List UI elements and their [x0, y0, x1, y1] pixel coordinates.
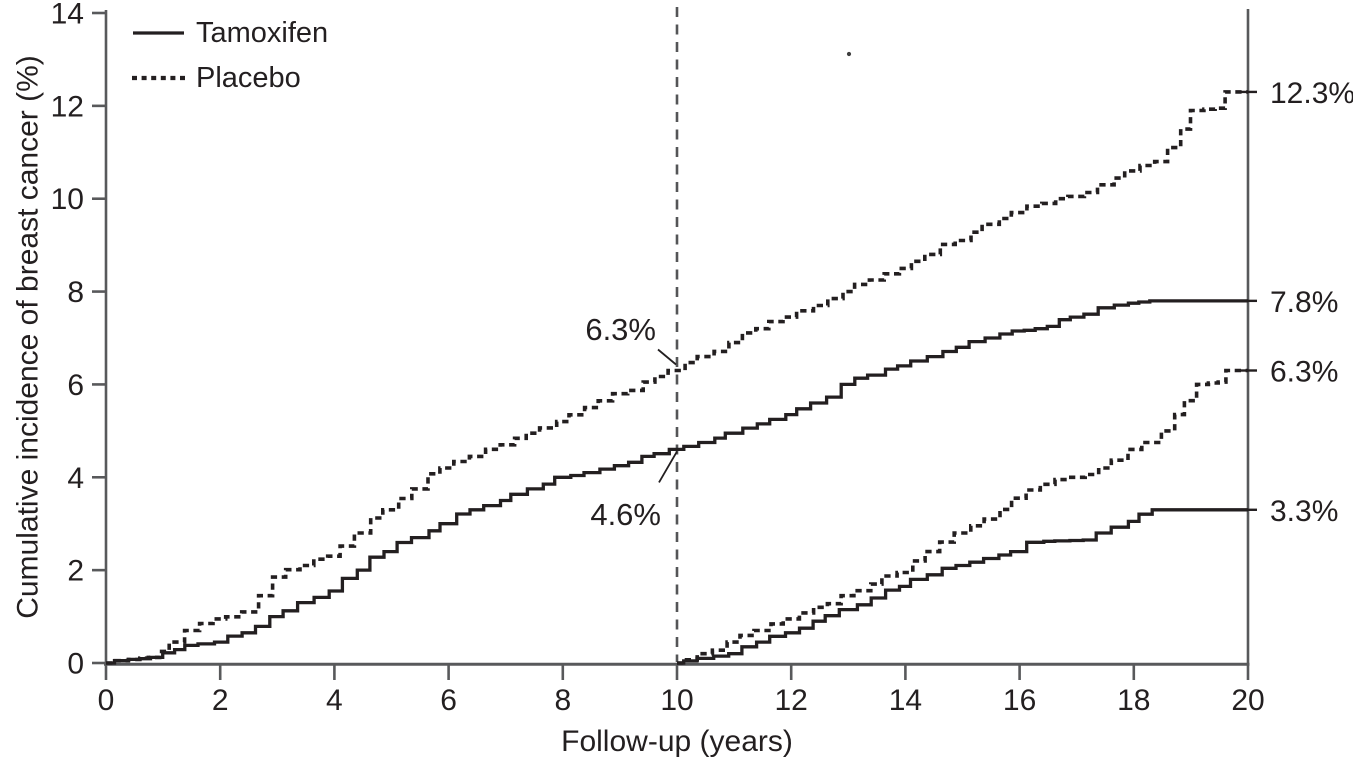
x-tick-label: 14 [889, 684, 922, 717]
x-tick-label: 4 [326, 684, 343, 717]
x-tick-label: 16 [1003, 684, 1036, 717]
x-tick-label: 0 [98, 684, 115, 717]
x-axis-title: Follow-up (years) [561, 725, 793, 758]
series-path-placebo [106, 90, 1248, 665]
end-label: 3.3% [1270, 495, 1338, 528]
series-path-placebo-post10 [677, 368, 1248, 665]
y-tick-label: 14 [51, 0, 84, 31]
series-path-tamoxifen-post10 [677, 508, 1248, 665]
annotation-tamoxifen-10yr: 4.6% [590, 497, 661, 532]
stray-dot-artifact [846, 51, 852, 57]
end-label: 7.8% [1270, 286, 1338, 319]
x-tick-label: 12 [775, 684, 808, 717]
x-tick-label: 18 [1117, 684, 1150, 717]
y-tick-label: 10 [51, 183, 84, 216]
x-tick-label: 20 [1231, 684, 1264, 717]
end-label: 6.3% [1270, 356, 1338, 389]
legend-label-tamoxifen: Tamoxifen [196, 17, 329, 49]
end-label: 12.3% [1270, 77, 1353, 110]
x-tick-label: 8 [554, 684, 571, 717]
legend-label-placebo: Placebo [196, 62, 301, 94]
x-tick-label: 2 [212, 684, 229, 717]
x-tick-label: 10 [660, 684, 693, 717]
leader-line-tamoxifen-annotation [658, 450, 678, 483]
y-axis-title: Cumulative incidence of breast cancer (%… [11, 55, 45, 619]
y-tick-label: 12 [51, 90, 84, 123]
series-path-tamoxifen [106, 299, 1248, 665]
x-tick-label: 6 [440, 684, 457, 717]
y-tick-label: 8 [67, 276, 84, 309]
y-tick-label: 4 [67, 462, 84, 495]
y-tick-label: 6 [67, 369, 84, 402]
leader-line-placebo-annotation [657, 348, 677, 366]
annotation-placebo-10yr: 6.3% [585, 312, 656, 347]
y-tick-label: 2 [67, 555, 84, 588]
y-tick-label: 0 [67, 648, 84, 681]
